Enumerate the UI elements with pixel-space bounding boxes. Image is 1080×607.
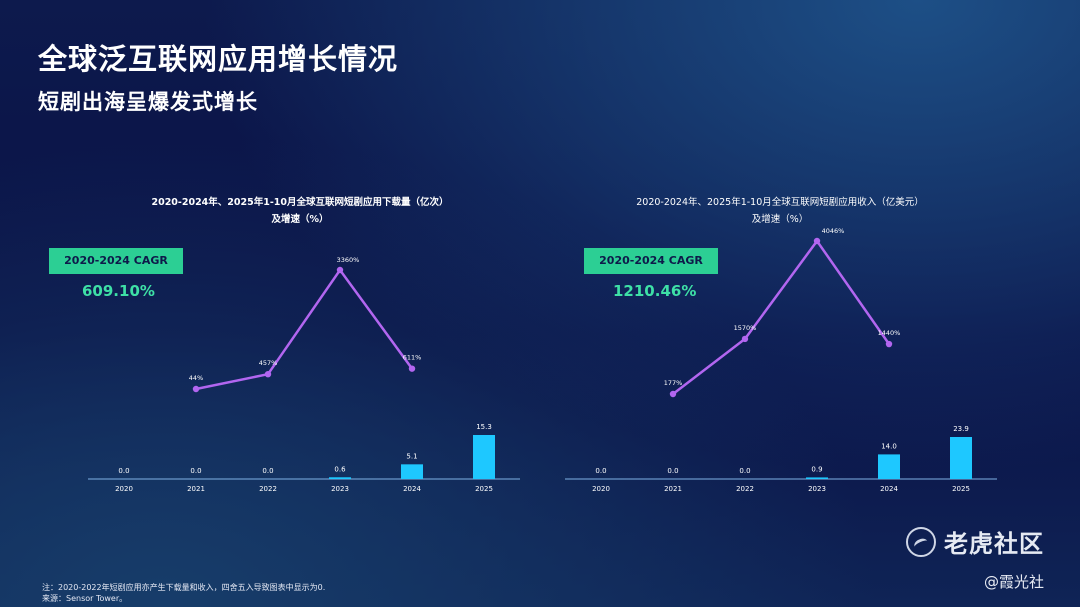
chart-1-growth-label-2021: 44% [189, 374, 203, 382]
chart-1-title: 2020-2024年、2025年1-10月全球互联网短剧应用下载量（亿次） 及增… [80, 194, 520, 228]
watermark-logo-text: 老虎社区 [944, 530, 1044, 558]
chart-2-growth-label-2024: 1440% [878, 329, 901, 337]
chart-2-cagr-badge: 2020-2024 CAGR [584, 248, 718, 274]
page-subtitle: 短剧出海呈爆发式增长 [38, 90, 258, 114]
chart-1-bar-2023 [329, 477, 351, 479]
chart-1-cagr-badge: 2020-2024 CAGR [49, 248, 183, 274]
watermark-author: @霞光社 [984, 573, 1045, 591]
chart-1-growth-point-2022 [264, 370, 272, 378]
chart-2-bar-label-2020: 0.0 [595, 467, 606, 475]
chart-2-growth-point-2023 [813, 237, 821, 245]
chart-2-growth-label-2023: 4046% [822, 227, 845, 235]
chart-2-bar-label-2021: 0.0 [667, 467, 678, 475]
chart-1-growth-label-2024: 611% [403, 354, 422, 362]
watermark: 老虎社区 [906, 524, 1044, 559]
chart-1-title-line1: 2020-2024年、2025年1-10月全球互联网短剧应用下载量（亿次） [151, 197, 449, 208]
chart-1-tick-2025: 2025 [475, 485, 493, 493]
chart-2-tick-2022: 2022 [736, 485, 754, 493]
tiger-logo-icon [906, 526, 936, 557]
source-note: 来源：Sensor Tower。 [42, 594, 128, 603]
chart-1-title-line2: 及增速（%） [271, 214, 329, 225]
chart-2-title-line2: 及增速（%） [751, 214, 809, 225]
chart-1-tick-2021: 2021 [187, 485, 205, 493]
chart-1-bar-label-2020: 0.0 [118, 467, 129, 475]
chart-2-tick-2020: 2020 [592, 485, 610, 493]
chart-1-growth-line [195, 267, 414, 391]
chart-1-tick-2024: 2024 [403, 485, 421, 493]
footnote: 注：2020-2022年短剧应用亦产生下载量和收入，四舍五入导致图表中显示为0. [42, 583, 326, 592]
chart-1-tick-2022: 2022 [259, 485, 277, 493]
chart-2-growth-label-2021: 177% [664, 379, 683, 387]
chart-1-growth-point-2023 [336, 266, 344, 274]
chart-2-bar-2023 [806, 477, 828, 479]
chart-2-growth-line [672, 238, 891, 395]
chart-2-bar-label-2023: 0.9 [811, 465, 822, 473]
chart-2-growth-point-2024 [885, 340, 893, 348]
chart-1-bar-label-2021: 0.0 [190, 467, 201, 475]
chart-2-bar-label-2025: 23.9 [953, 425, 969, 433]
chart-2-tick-2025: 2025 [952, 485, 970, 493]
chart-2-growth-point-2022 [741, 335, 749, 343]
chart-2-bar-label-2024: 14.0 [881, 442, 897, 450]
chart-1-bar-label-2023: 0.6 [334, 465, 346, 473]
chart-1-bar-label-2024: 5.1 [406, 452, 417, 460]
chart-2-title-line1: 2020-2024年、2025年1-10月全球互联网短剧应用收入（亿美元） [636, 197, 924, 208]
chart-2-bar-2024 [878, 454, 900, 479]
chart-1-growth-point-2024 [408, 365, 416, 372]
chart-1-bar-label-2022: 0.0 [262, 467, 273, 475]
chart-1-growth-label-2023: 3360% [337, 256, 360, 264]
chart-2-tick-2023: 2023 [808, 485, 826, 493]
chart-1-tick-2023: 2023 [331, 485, 349, 493]
chart-2-growth-label-2022: 1570% [734, 324, 757, 332]
chart-2-tick-2021: 2021 [664, 485, 682, 493]
chart-1-bar-label-2025: 15.3 [476, 423, 492, 431]
chart-1-bar-2025 [473, 435, 495, 479]
chart-1-growth-label-2022: 457% [259, 359, 278, 367]
chart-1-bar-2024 [401, 464, 423, 479]
chart-2-tick-2024: 2024 [880, 485, 898, 493]
page-title: 全球泛互联网应用增长情况 [38, 42, 399, 76]
chart-1-tick-2020: 2020 [115, 485, 133, 493]
chart-2-growth-point-2021 [669, 390, 677, 398]
chart-1-growth-point-2021 [192, 385, 200, 393]
chart-2-bar-2025 [950, 437, 972, 479]
chart-2-cagr-value: 1210.46% [613, 282, 697, 300]
chart-1-cagr-value: 609.10% [82, 282, 155, 300]
chart-2-bar-label-2022: 0.0 [739, 467, 750, 475]
chart-2-title: 2020-2024年、2025年1-10月全球互联网短剧应用收入（亿美元） 及增… [560, 194, 1000, 228]
